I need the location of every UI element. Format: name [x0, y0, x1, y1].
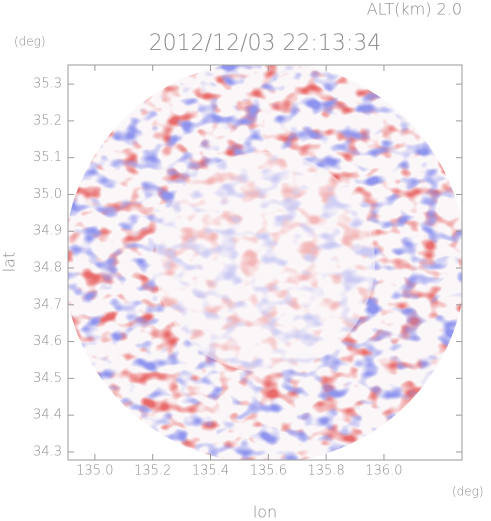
y-tick-label: 34.7	[33, 297, 62, 312]
y-tick-label: 35.2	[33, 113, 62, 128]
x-tick-label: 135.6	[250, 464, 287, 479]
altitude: ALT(km) 2.0	[367, 0, 462, 19]
radar-image	[68, 65, 462, 460]
y-tick-label: 34.3	[33, 444, 62, 459]
x-tick-label: 136.0	[365, 464, 402, 479]
x-tick-label: 135.0	[76, 464, 113, 479]
x-tick-label: 135.2	[134, 464, 171, 479]
x-unit: (deg)	[452, 485, 484, 499]
x-tick-label: 135.8	[308, 464, 345, 479]
y-tick-label: 34.5	[33, 371, 62, 386]
y-tick-label: 34.9	[33, 224, 62, 239]
y-tick-label: 34.6	[33, 334, 62, 349]
y-unit: (deg)	[14, 35, 46, 49]
y-tick-label: 35.3	[33, 77, 62, 92]
y-axis-label: lat	[0, 252, 19, 273]
y-tick-label: 35.1	[33, 150, 62, 165]
x-tick-label: 135.4	[192, 464, 229, 479]
chart-title: 2012/12/03 22:13:34	[149, 31, 382, 56]
plot-frame	[67, 64, 463, 461]
y-tick-label: 34.4	[33, 408, 62, 423]
y-tick-label: 34.8	[33, 261, 62, 276]
y-tick-label: 35.0	[33, 187, 62, 202]
x-axis-label: lon	[253, 503, 277, 521]
